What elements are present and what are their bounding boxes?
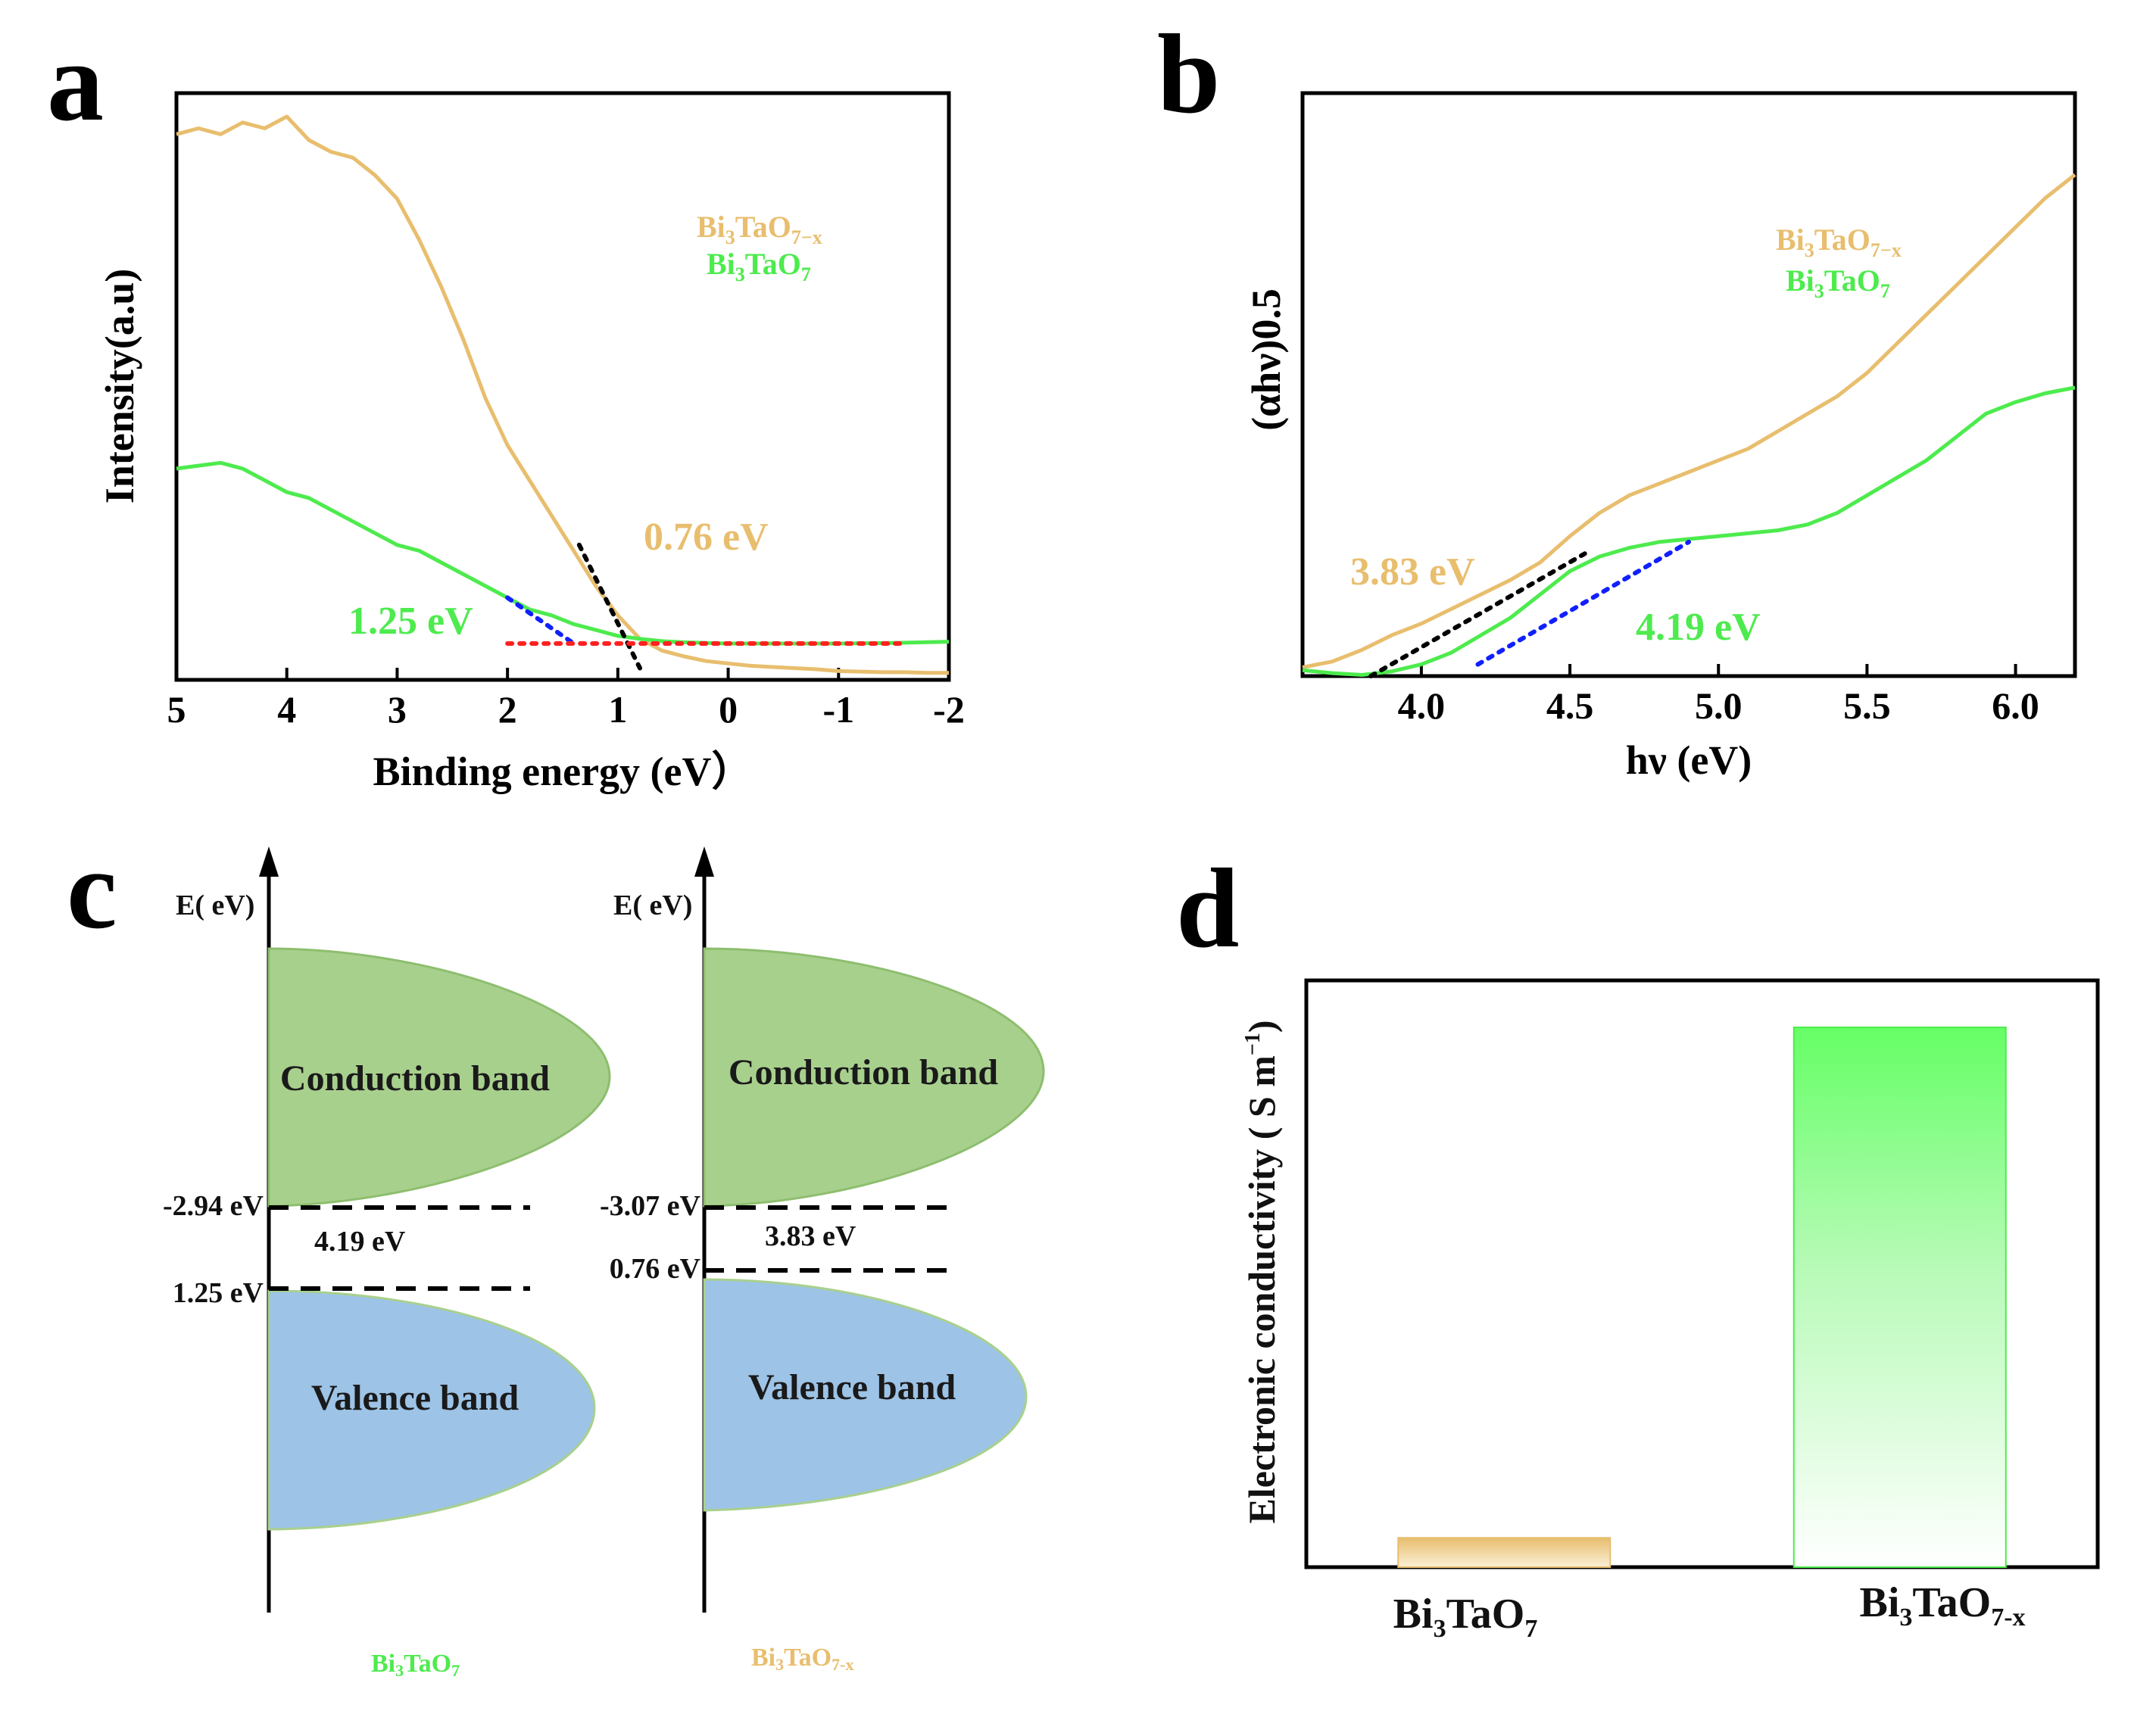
panel-d-bars	[1397, 1027, 2007, 1568]
panel-b-legend-item-2: Bi3TaO7	[1786, 263, 1890, 302]
panel-d-plot-frame	[1304, 978, 2100, 1569]
valence-band-1	[267, 1289, 596, 1531]
band-diagram-bi3tao7: E( eV) Conduction band Valence band -2.9…	[163, 846, 611, 1680]
panel-a-x-tick-label: 5	[167, 688, 186, 731]
panel-a-series-2-line	[176, 460, 950, 646]
panel-a-plot-frame	[174, 91, 951, 682]
panel-c-letter: c	[67, 827, 117, 952]
panel-a-fit-lines	[505, 542, 907, 671]
valence-band-label-2: Valence band	[748, 1367, 956, 1407]
panel-b-x-tick-label: 4.5	[1546, 684, 1594, 727]
conduction-band-label-1: Conduction band	[280, 1058, 550, 1099]
panel-a-legend-item-1: Bi3TaO7−x	[697, 210, 822, 248]
valence-band-label-1: Valence band	[311, 1378, 519, 1418]
material-label-2: Bi3TaO7-x	[751, 1644, 853, 1674]
panel-b-legend-item-1: Bi3TaO7−x	[1776, 223, 1902, 261]
panel-a-y-axis-label: Intensity(a.u)	[97, 269, 142, 504]
panel-b-letter: b	[1157, 11, 1220, 137]
panel-b-fit-lines	[1368, 539, 1691, 678]
panel-a-series-1-line	[176, 114, 949, 675]
panel-b-plot-frame	[1300, 91, 2077, 678]
panel-b-annotation-3-83: 3.83 eV	[1350, 550, 1475, 594]
vb-level-1: 1.25 eV	[173, 1277, 264, 1309]
energy-axis-arrow-2	[694, 846, 714, 877]
panel-a-fit-line-2	[505, 595, 576, 646]
panel-b-x-tick-label: 5.0	[1695, 684, 1743, 727]
panel-c: c E( eV) Conduction band Valence band -2…	[67, 827, 1045, 1680]
band-gap-2: 3.83 eV	[765, 1220, 856, 1252]
panel-d-bar-1	[1397, 1537, 1612, 1568]
panel-d-y-axis-label: Electronic conductivity ( S m−1)	[1240, 1020, 1283, 1523]
panel-b-series-1-line	[1302, 173, 2076, 669]
panel-a-x-tick-label: 2	[498, 688, 517, 731]
panel-a-x-tick-label: 4	[277, 688, 296, 731]
panel-b-x-axis-label: hν (eV)	[1626, 737, 1752, 783]
energy-axis-label-2: E( eV)	[613, 890, 692, 921]
cb-level-1: -2.94 eV	[163, 1190, 264, 1222]
panel-a-x-tick-label: -1	[822, 688, 854, 731]
valence-band-2	[703, 1278, 1028, 1512]
panel-b-series	[1302, 173, 2076, 677]
panel-b-series-2-line	[1302, 385, 2076, 677]
band-gap-1: 4.19 eV	[314, 1226, 406, 1258]
energy-axis-arrow-1	[259, 846, 279, 877]
panel-b-x-ticks: 4.0 4.5 5.0 5.5 6.0	[1398, 664, 2039, 727]
panel-b-fit-line-1	[1368, 551, 1587, 678]
panel-a-fit-line-1	[576, 542, 642, 671]
material-label-1: Bi3TaO7	[371, 1650, 460, 1680]
panel-d-category-2: Bi3TaO7-x	[1859, 1579, 2025, 1632]
panel-b-legend: Bi3TaO7−x Bi3TaO7	[1776, 223, 1902, 302]
panel-a-annotation-0-76: 0.76 eV	[644, 516, 769, 559]
panel-a-x-tick-label: 1	[608, 688, 627, 731]
panel-a-annotation-1-25: 1.25 eV	[348, 600, 473, 643]
panel-b-y-axis-label: (αhν)0.5	[1243, 288, 1289, 431]
cb-level-2: -3.07 eV	[600, 1190, 701, 1222]
panel-a-x-tick-label: 0	[719, 688, 738, 731]
panel-b-x-tick-label: 5.5	[1843, 684, 1891, 727]
panel-a-legend: Bi3TaO7−x Bi3TaO7	[697, 210, 822, 285]
panel-d-category-1: Bi3TaO7	[1393, 1591, 1538, 1643]
panel-b-fit-line-2	[1475, 539, 1691, 667]
panel-d-bar-2	[1793, 1027, 2007, 1568]
panel-a-x-ticks: 5 4 3 2 1 0 -1 -2	[167, 668, 965, 731]
band-diagram-bi3tao7-x: E( eV) Conduction band Valence band -3.0…	[600, 846, 1045, 1674]
panel-a-letter: a	[47, 19, 104, 145]
panel-a-x-tick-label: -2	[933, 688, 965, 731]
energy-axis-label-1: E( eV)	[176, 890, 254, 921]
conduction-band-label-2: Conduction band	[729, 1052, 998, 1092]
conduction-band-1	[267, 947, 611, 1208]
vb-level-2: 0.76 eV	[610, 1253, 701, 1285]
conduction-band-2	[703, 947, 1045, 1208]
panel-a-x-axis-label: Binding energy (eV）	[373, 749, 752, 794]
panel-a-x-tick-label: 3	[388, 688, 407, 731]
panel-b: b 4.0 4.5 5.0 5.5 6.0 hν (eV) (αhν)0.5 Bi3Ta…	[1157, 11, 2077, 783]
panel-b-x-tick-label: 4.0	[1398, 684, 1446, 727]
panel-a: a 5 4 3 2 1 0 -1 -2 Binding energy (eV） Intensi…	[47, 19, 965, 794]
panel-b-annotation-4-19: 4.19 eV	[1636, 606, 1761, 649]
panel-b-x-tick-label: 6.0	[1992, 684, 2039, 727]
panel-d-letter: d	[1176, 846, 1239, 971]
panel-a-series	[176, 114, 950, 675]
panel-d: d Electronic conductivity ( S m−1) Bi3Ta…	[1176, 846, 2100, 1643]
panel-a-legend-item-2: Bi3TaO7	[707, 247, 811, 285]
